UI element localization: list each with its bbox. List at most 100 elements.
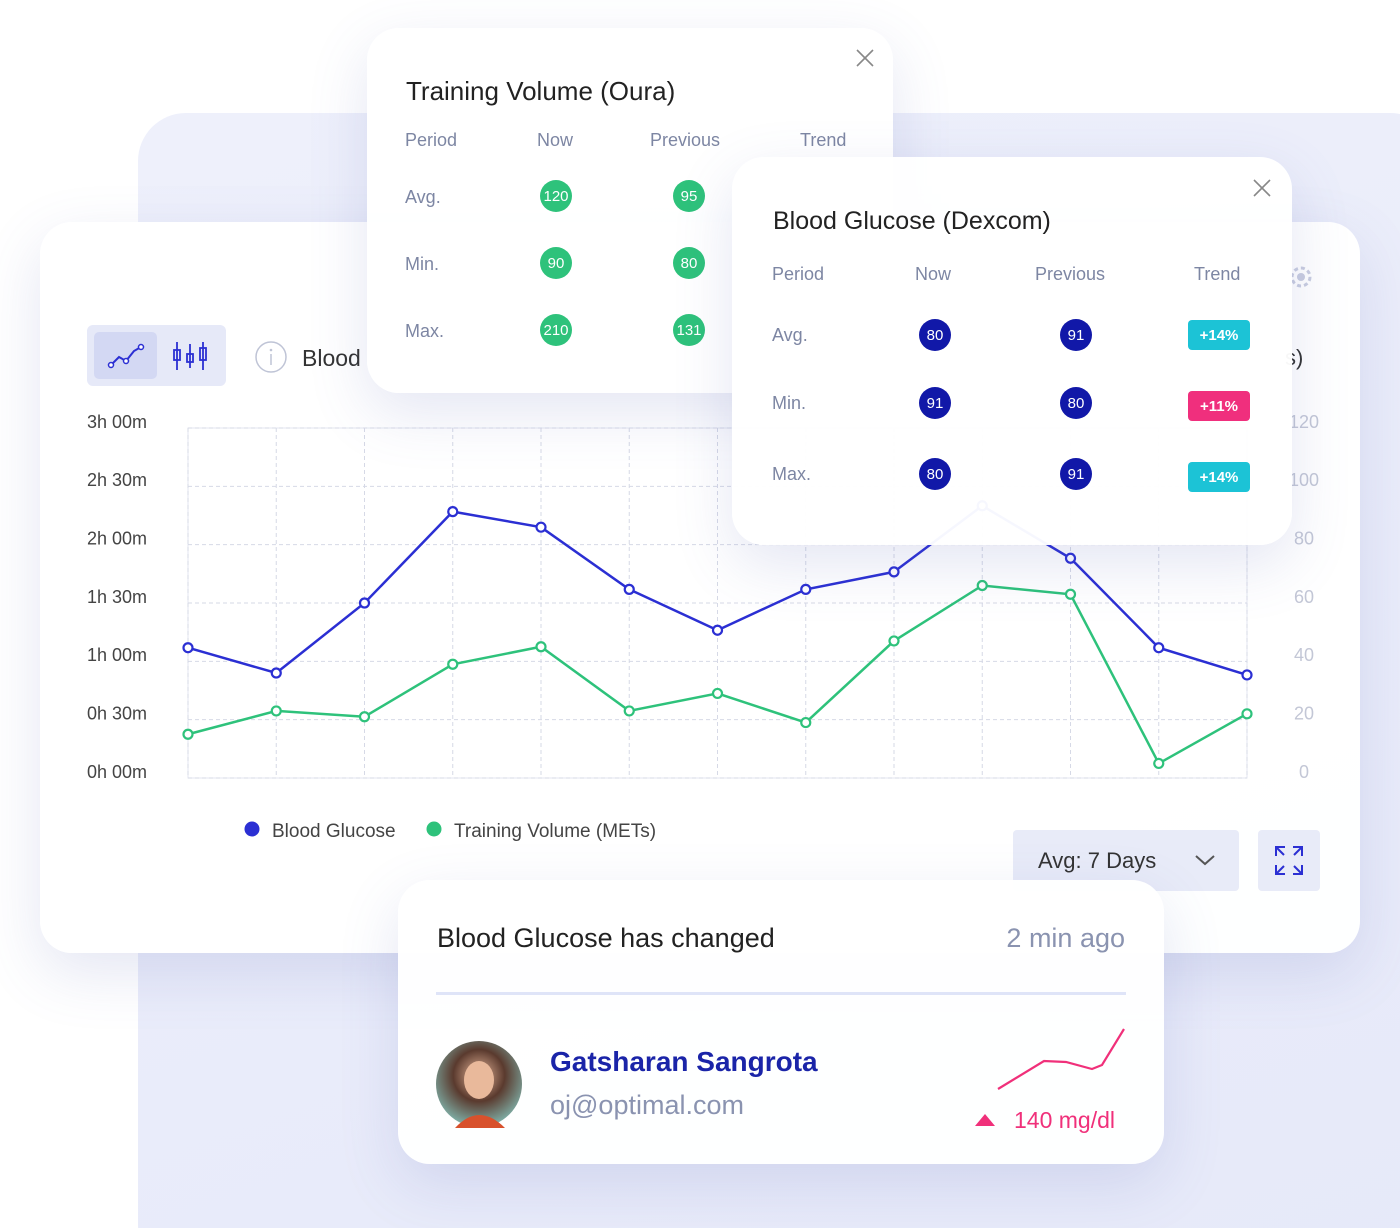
now-value: 210	[540, 314, 572, 346]
now-value: 120	[540, 180, 572, 212]
legend-marker	[426, 821, 442, 837]
row-label: Max.	[772, 464, 812, 484]
settings-icon[interactable]	[1286, 262, 1316, 292]
trend-badge: +14%	[1188, 462, 1250, 492]
data-point	[1064, 552, 1077, 564]
column-header: Trend	[800, 130, 847, 150]
column-header: Now	[915, 264, 952, 284]
notification-card: Blood Glucose has changed 2 min ago Gats…	[398, 880, 1164, 1164]
y2-tick-label: 100	[1289, 470, 1319, 490]
line-view-button[interactable]	[94, 332, 157, 379]
now-value: 80	[919, 458, 951, 490]
data-point	[800, 716, 812, 729]
previous-value: 80	[1060, 387, 1092, 419]
y2-tick-label: 0	[1299, 762, 1309, 782]
close-button[interactable]	[1250, 176, 1274, 200]
candle-view-button[interactable]	[167, 332, 217, 379]
data-point	[711, 624, 724, 636]
y-tick-label: 1h 30m	[87, 587, 147, 607]
data-point	[535, 521, 547, 533]
user-name[interactable]: Gatsharan Sangrota	[550, 1046, 818, 1077]
card-title: Blood Glucose (Dexcom)	[773, 207, 1051, 235]
card-title: Training Volume (Oura)	[406, 76, 676, 106]
info-icon[interactable]	[254, 340, 288, 374]
trend-badge: +11%	[1188, 391, 1250, 421]
column-header: Previous	[1035, 264, 1106, 284]
sparkline	[997, 1028, 1125, 1090]
notification-time: 2 min ago	[1006, 923, 1125, 953]
previous-value: 91	[1060, 458, 1092, 490]
data-point	[800, 583, 812, 595]
close-button[interactable]	[853, 46, 877, 70]
data-point	[535, 641, 547, 653]
previous-value: 95	[673, 180, 705, 212]
column-header: Trend	[1194, 264, 1241, 284]
up-arrow	[975, 1114, 995, 1126]
now-value: 80	[919, 319, 951, 351]
row-label: Avg.	[772, 325, 808, 345]
data-point	[623, 705, 635, 717]
data-point	[711, 687, 724, 700]
data-point	[1064, 588, 1077, 600]
dexcom-card: Blood Glucose (Dexcom) Period Now Previo…	[732, 157, 1292, 545]
data-point	[888, 635, 900, 647]
y-tick-label: 0h 00m	[87, 762, 147, 782]
data-point	[888, 566, 900, 578]
column-header: Period	[772, 264, 825, 284]
y-tick-label: 1h 00m	[87, 645, 147, 665]
row-label: Min.	[772, 393, 807, 413]
data-point	[182, 642, 194, 654]
column-header: Now	[537, 130, 574, 150]
data-point	[358, 597, 371, 609]
data-point	[182, 728, 194, 740]
y-tick-label: 2h 30m	[87, 470, 147, 490]
expand-button[interactable]	[1258, 830, 1320, 891]
data-point	[270, 667, 282, 679]
data-point	[1153, 757, 1165, 770]
data-point	[447, 658, 459, 670]
reading: 140 mg/dl	[1014, 1107, 1116, 1133]
avatar	[436, 1041, 522, 1128]
data-point	[623, 583, 635, 595]
legend-label: Training Volume (METs)	[454, 821, 656, 842]
data-point	[1153, 642, 1165, 654]
y2-tick-label: 40	[1294, 645, 1314, 665]
y2-tick-label: 120	[1289, 412, 1319, 432]
now-value: 91	[919, 387, 951, 419]
data-point	[1241, 708, 1253, 720]
expand-icon	[1275, 846, 1303, 875]
divider	[436, 992, 1126, 995]
column-header: Period	[405, 130, 458, 150]
trend-badge: +14%	[1188, 320, 1250, 350]
user-email: oj@optimal.com	[550, 1090, 744, 1120]
previous-value: 131	[673, 314, 705, 346]
notification-title: Blood Glucose has changed	[437, 923, 775, 953]
card-title: Blood	[302, 345, 361, 371]
row-label: Max.	[405, 321, 445, 341]
y-tick-label: 3h 00m	[87, 412, 147, 432]
row-label: Avg.	[405, 187, 441, 207]
y2-tick-label: 60	[1294, 587, 1314, 607]
y-tick-label: 0h 30m	[87, 703, 147, 723]
now-value: 90	[540, 247, 572, 279]
previous-value: 91	[1060, 319, 1092, 351]
line-icon	[107, 343, 145, 369]
range-select-label: Avg: 7 Days	[1038, 848, 1157, 873]
data-point	[270, 705, 282, 717]
row-label: Min.	[405, 254, 440, 274]
data-point	[358, 711, 371, 723]
y2-tick-label: 80	[1294, 528, 1314, 548]
column-header: Previous	[650, 130, 721, 150]
chevron-icon	[1195, 855, 1215, 866]
data-point	[976, 579, 988, 592]
legend-label: Blood Glucose	[272, 821, 396, 842]
legend-marker	[244, 821, 260, 837]
y2-tick-label: 20	[1294, 703, 1314, 723]
y-tick-label: 2h 00m	[87, 528, 147, 548]
data-point	[1241, 669, 1253, 681]
previous-value: 80	[673, 247, 705, 279]
view-toggle	[87, 325, 226, 386]
data-point	[447, 506, 459, 518]
